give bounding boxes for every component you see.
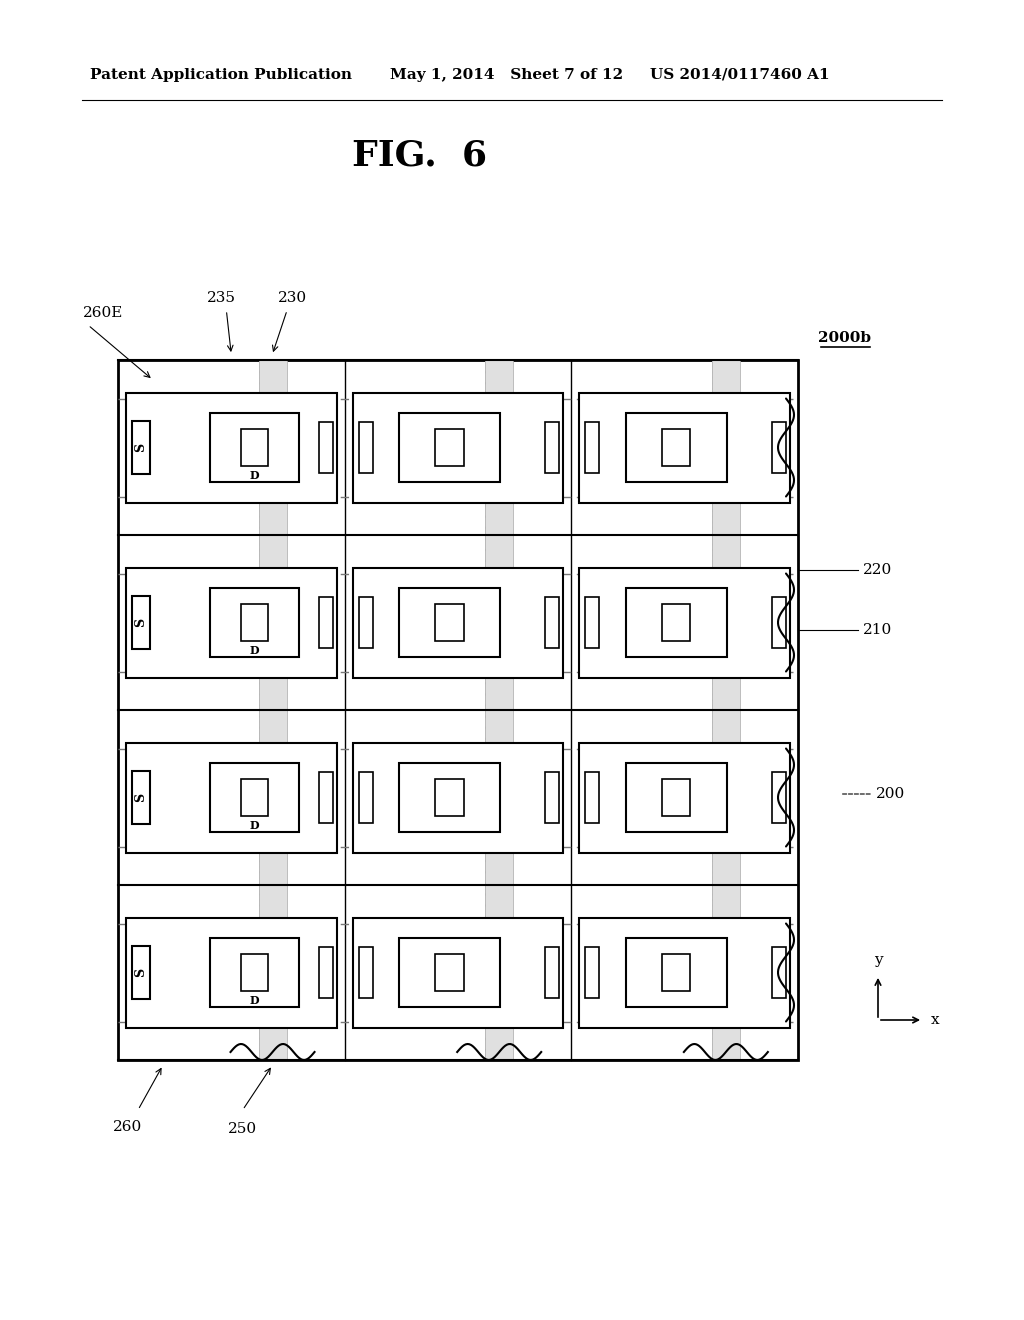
Text: 230: 230 <box>278 290 307 305</box>
Bar <box>586 772 599 822</box>
Bar <box>399 763 500 832</box>
Text: D: D <box>250 645 259 656</box>
Text: Patent Application Publication: Patent Application Publication <box>90 69 352 82</box>
Text: S: S <box>134 968 147 977</box>
Bar <box>712 360 740 1060</box>
Bar <box>663 429 690 466</box>
Text: D: D <box>250 995 259 1006</box>
Text: S: S <box>134 444 147 451</box>
Bar <box>358 597 373 648</box>
Text: 220: 220 <box>863 564 892 577</box>
Bar <box>358 946 373 998</box>
Bar <box>435 603 464 642</box>
Bar <box>242 603 268 642</box>
Bar <box>772 772 786 822</box>
Bar <box>485 360 513 1060</box>
Text: D: D <box>250 470 259 482</box>
Bar <box>352 568 563 677</box>
Bar <box>580 568 790 677</box>
Bar <box>546 772 559 822</box>
Bar <box>546 597 559 648</box>
Bar <box>485 360 513 1060</box>
Bar <box>663 779 690 816</box>
Text: US 2014/0117460 A1: US 2014/0117460 A1 <box>650 69 829 82</box>
Bar <box>772 422 786 473</box>
Bar <box>712 360 740 1060</box>
Bar <box>126 742 337 853</box>
Bar <box>626 939 727 1007</box>
Bar <box>626 413 727 482</box>
Text: 250: 250 <box>228 1122 257 1137</box>
Bar <box>358 772 373 822</box>
Bar <box>126 568 337 677</box>
Bar <box>580 742 790 853</box>
Bar <box>118 360 798 1060</box>
Bar <box>352 392 563 503</box>
Bar <box>318 597 333 648</box>
Bar <box>242 779 268 816</box>
Bar <box>126 392 337 503</box>
Text: 210: 210 <box>863 623 892 636</box>
Bar <box>126 917 337 1027</box>
Bar <box>210 939 299 1007</box>
Bar <box>435 953 464 991</box>
Text: D: D <box>250 820 259 832</box>
Bar <box>318 946 333 998</box>
Text: May 1, 2014   Sheet 7 of 12: May 1, 2014 Sheet 7 of 12 <box>390 69 624 82</box>
Bar <box>586 597 599 648</box>
Text: 200: 200 <box>876 787 905 801</box>
Text: FIG.  6: FIG. 6 <box>352 139 487 172</box>
Bar <box>132 595 150 649</box>
Bar <box>546 946 559 998</box>
Bar <box>358 422 373 473</box>
Bar <box>580 392 790 503</box>
Bar <box>258 360 287 1060</box>
Text: y: y <box>873 953 883 968</box>
Text: 260E: 260E <box>83 306 123 319</box>
Bar <box>399 939 500 1007</box>
Bar <box>242 429 268 466</box>
Bar <box>318 422 333 473</box>
Bar <box>435 779 464 816</box>
Bar <box>352 917 563 1027</box>
Text: S: S <box>134 618 147 627</box>
Text: S: S <box>134 793 147 803</box>
Text: x: x <box>931 1012 940 1027</box>
Bar <box>546 422 559 473</box>
Bar <box>435 429 464 466</box>
Bar <box>132 945 150 999</box>
Bar <box>399 413 500 482</box>
Bar <box>242 953 268 991</box>
Bar <box>258 360 287 1060</box>
Bar <box>210 763 299 832</box>
Text: 2000b: 2000b <box>818 331 871 345</box>
Bar <box>772 946 786 998</box>
Bar <box>132 771 150 825</box>
Bar <box>352 742 563 853</box>
Bar <box>772 597 786 648</box>
Bar <box>210 413 299 482</box>
Bar <box>626 589 727 657</box>
Text: 260: 260 <box>114 1119 142 1134</box>
Bar <box>132 421 150 474</box>
Bar <box>210 589 299 657</box>
Bar <box>586 946 599 998</box>
Bar <box>586 422 599 473</box>
Bar <box>663 953 690 991</box>
Text: 235: 235 <box>207 290 236 305</box>
Bar <box>663 603 690 642</box>
Bar <box>399 589 500 657</box>
Bar <box>318 772 333 822</box>
Bar <box>626 763 727 832</box>
Bar <box>580 917 790 1027</box>
